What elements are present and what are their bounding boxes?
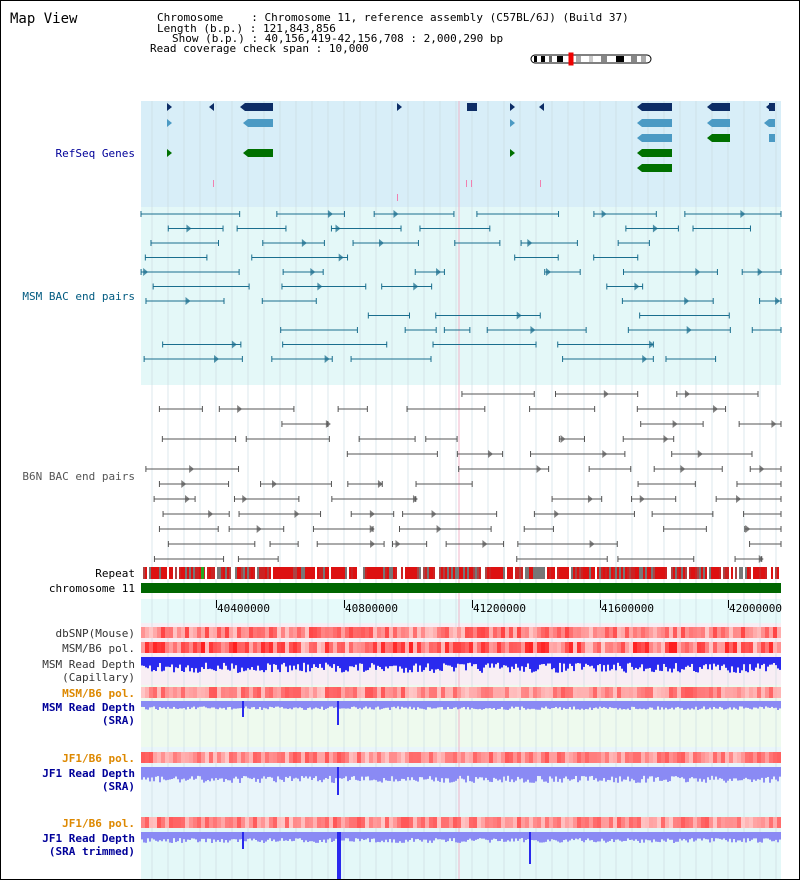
axis-tick: [472, 600, 473, 608]
length-label: Length (b.p.): [157, 22, 244, 35]
refseq-genes: [167, 103, 775, 201]
track-label-repeat[interactable]: Repeat: [95, 567, 135, 580]
chromosome-value: Chromosome 11, reference assembly (C57BL…: [264, 11, 629, 24]
show-value: 40,156,419-42,156,708 : 2,000,290 bp: [264, 32, 504, 45]
track-label-jf1-depth-sra[interactable]: JF1 Read Depth: [42, 767, 135, 780]
track-label-msm-b6-pol[interactable]: MSM/B6 pol.: [62, 642, 135, 655]
show-row: Show (b.p.) : 40,156,419-42,156,708 : 2,…: [172, 32, 504, 45]
dbsnp-heatmap: [141, 627, 781, 638]
jf1-b6-pol-heatmap: [141, 752, 781, 763]
coverage-label: Read coverage check span: [150, 42, 309, 55]
msm-bac-end-pairs: [140, 210, 782, 363]
msm-b6-pol-heatmap-2: [141, 687, 781, 698]
axis-tick: [600, 600, 601, 608]
axis-bg: [141, 599, 781, 623]
axis-tick-label: 41600000: [601, 602, 654, 615]
track-label-dbsnp[interactable]: dbSNP(Mouse): [55, 627, 135, 640]
jf1-depth-trim-bars: [141, 832, 781, 879]
msm-b6-pol-heatmap: [141, 642, 781, 653]
track-label-msm-bac[interactable]: MSM BAC end pairs: [22, 290, 135, 303]
b6n-bac-end-pairs: [145, 390, 782, 563]
grid-lines: [151, 101, 777, 879]
track-label-msm-b6-pol-2[interactable]: MSM/B6 pol.: [62, 687, 135, 700]
axis-tick: [216, 600, 217, 608]
track-label-jf1-depth-sra-sub: (SRA): [101, 780, 135, 793]
axis-tick-label: 40400000: [217, 602, 270, 615]
msm-depth-capillary-bars: [141, 657, 781, 673]
axis-tick-label: 40800000: [345, 602, 398, 615]
chromosome-label: Chromosome: [157, 11, 224, 24]
msm-depth-sra-bars: [141, 701, 781, 725]
track-label-chromosome[interactable]: chromosome 11: [48, 582, 135, 595]
map-view-title: Map View: [10, 11, 78, 27]
track-label-jf1-depth-trim-sub: (SRA trimmed): [48, 845, 135, 858]
repeat-track: [141, 567, 781, 579]
track-label-msm-depth-cap-sub: (Capillary): [62, 671, 135, 684]
refseq-track-bg: [141, 101, 781, 207]
show-label: Show (b.p.): [172, 32, 245, 45]
track-label-refseq[interactable]: RefSeq Genes: [55, 147, 135, 160]
axis-tick-label: 41200000: [473, 602, 526, 615]
axis-tick-label: 42000000: [729, 602, 782, 615]
track-label-b6n-bac[interactable]: B6N BAC end pairs: [22, 470, 135, 483]
track-label-jf1-depth-trim[interactable]: JF1 Read Depth: [42, 832, 135, 845]
chromosome-ideogram: [530, 52, 652, 66]
chromosome-bar: [141, 583, 781, 593]
length-value: 121,843,856: [262, 22, 336, 35]
length-row: Length (b.p.) : 121,843,856: [157, 22, 336, 35]
axis-tick: [344, 600, 345, 608]
track-label-msm-depth-sra-sub: (SRA): [101, 714, 135, 727]
axis-tick: [728, 600, 729, 608]
track-label-jf1-b6-pol[interactable]: JF1/B6 pol.: [62, 752, 135, 765]
coverage-value: 10,000: [328, 42, 369, 55]
track-label-msm-depth-cap[interactable]: MSM Read Depth: [42, 658, 135, 671]
coverage-row: Read coverage check span : 10,000: [150, 42, 369, 55]
jf1-depth-sra-bars: [141, 767, 781, 795]
track-label-jf1-b6-pol-2[interactable]: JF1/B6 pol.: [62, 817, 135, 830]
chromosome-row: Chromosome: Chromosome 11, reference ass…: [157, 11, 629, 24]
track-label-msm-depth-sra[interactable]: MSM Read Depth: [42, 701, 135, 714]
jf1-b6-pol-heatmap-2: [141, 817, 781, 828]
msm-bac-track-bg: [141, 207, 781, 385]
